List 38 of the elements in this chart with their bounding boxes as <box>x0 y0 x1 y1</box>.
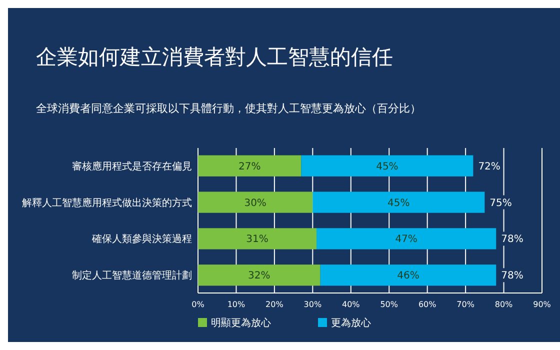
y-tick-label: 制定人工智慧道德管理計劃 <box>72 270 192 282</box>
x-tick-label: 80% <box>494 300 514 309</box>
total-label: 78% <box>501 270 524 282</box>
legend-label: 更為放心 <box>331 317 371 329</box>
total-label: 75% <box>490 198 512 209</box>
data-label: 46% <box>397 270 420 282</box>
data-label: 47% <box>395 234 418 246</box>
y-tick-label: 審核應用程式是否存在偏見 <box>72 160 192 172</box>
legend-label: 明顯更為放心 <box>211 317 271 329</box>
bar <box>301 155 474 176</box>
bar <box>198 264 320 286</box>
bar <box>198 155 302 176</box>
total-label: 78% <box>501 234 524 246</box>
total-label: 72% <box>478 161 500 172</box>
bar <box>198 192 313 213</box>
data-label: 45% <box>376 161 398 172</box>
x-tick-label: 60% <box>418 300 437 309</box>
x-tick-label: 0% <box>192 300 205 309</box>
x-tick-label: 40% <box>342 300 360 309</box>
data-label: 27% <box>238 161 261 172</box>
x-tick-label: 90% <box>533 300 552 309</box>
data-label: 32% <box>248 270 270 282</box>
bar <box>198 228 316 250</box>
data-label: 31% <box>246 234 268 246</box>
chart-title: 企業如何建立消費者對人工智慧的信任 <box>36 45 393 69</box>
data-label: 45% <box>388 198 410 209</box>
bar <box>312 192 485 213</box>
x-tick-label: 20% <box>266 300 284 309</box>
data-label: 30% <box>244 198 266 209</box>
x-tick-label: 50% <box>380 300 398 309</box>
bar <box>320 264 496 286</box>
y-tick-label: 確保人類參與決策過程 <box>91 233 192 246</box>
x-tick-label: 70% <box>456 300 475 309</box>
x-tick-label: 30% <box>304 300 322 309</box>
chart-subtitle: 全球消費者同意企業可採取以下具體行動，使其對人工智慧更為放心（百分比） <box>36 102 421 115</box>
bar <box>316 228 496 250</box>
y-tick-label: 解釋人工智慧應用程式做出決策的方式 <box>22 196 192 209</box>
x-tick-label: 10% <box>227 300 246 309</box>
